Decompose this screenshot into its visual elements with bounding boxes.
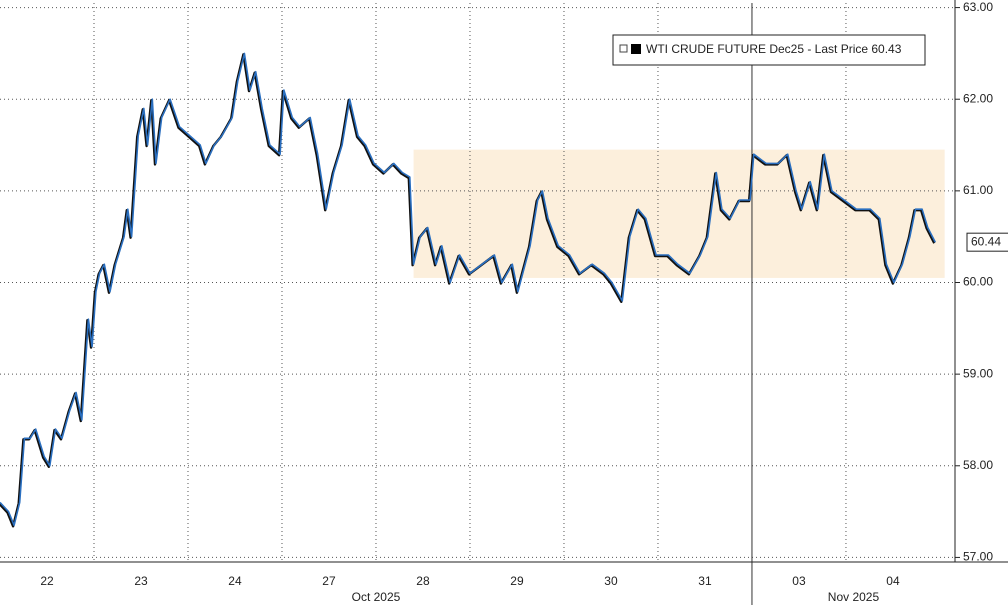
x-tick-label: 27 — [322, 574, 336, 588]
x-tick-label: 30 — [604, 574, 618, 588]
x-tick-label: 04 — [886, 574, 900, 588]
y-tick-label: 62.00 — [963, 91, 993, 105]
x-tick-label: 31 — [698, 574, 712, 588]
x-tick-label: 23 — [134, 574, 148, 588]
legend-swatch — [631, 44, 641, 54]
price-line — [0, 52, 937, 527]
x-tick-label: 03 — [792, 574, 806, 588]
y-tick-label: 58.00 — [963, 458, 993, 472]
y-tick-label: 61.00 — [963, 183, 993, 197]
x-tick-label: 22 — [40, 574, 54, 588]
y-tick-label: 57.00 — [963, 550, 993, 564]
x-tick-label: 28 — [416, 574, 430, 588]
x-tick-label: 29 — [510, 574, 524, 588]
y-tick-label: 60.00 — [963, 275, 993, 289]
y-tick-label: 63.00 — [963, 0, 993, 14]
legend-label: WTI CRUDE FUTURE Dec25 - Last Price 60.4… — [646, 42, 902, 56]
legend: WTI CRUDE FUTURE Dec25 - Last Price 60.4… — [612, 34, 926, 66]
shaded-range — [413, 149, 945, 278]
legend-toggle[interactable] — [619, 44, 628, 53]
x-tick-label: 24 — [228, 574, 242, 588]
last-value-tag — [966, 232, 1008, 252]
month-label: Nov 2025 — [828, 590, 880, 604]
last-value-label: 60.44 — [971, 234, 1001, 248]
legend-box — [612, 34, 926, 66]
y-tick-label: 59.00 — [963, 366, 993, 380]
month-label: Oct 2025 — [352, 590, 401, 604]
